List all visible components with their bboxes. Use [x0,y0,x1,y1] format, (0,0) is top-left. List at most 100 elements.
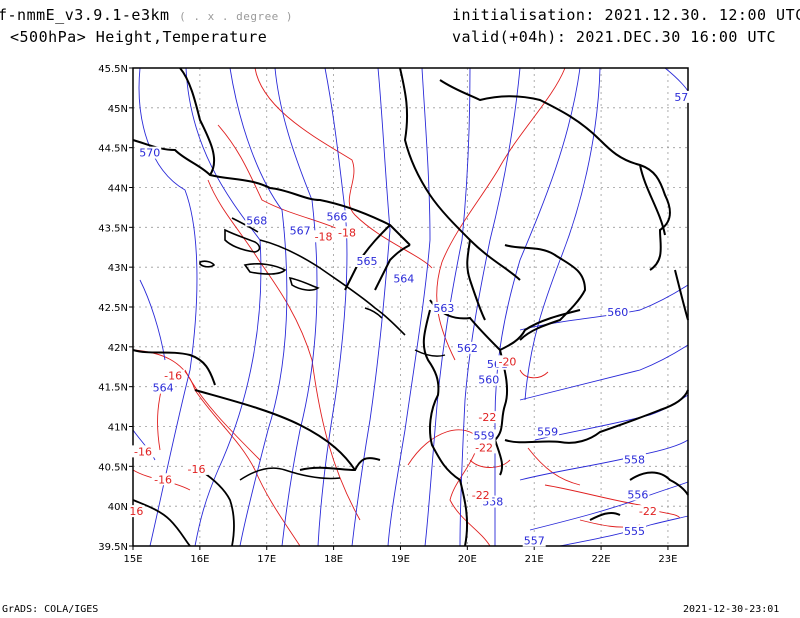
height-contour-label-bg [673,90,690,103]
units-note: ( . x . degree ) [179,10,294,23]
valid-label: valid(+04h): [452,28,567,46]
product-title: <500hPa> Height,Temperature [10,28,268,46]
x-tick-label: 17E [257,554,276,565]
y-tick-label: 43.5N [98,223,128,234]
height-contour-label-bg [151,381,175,394]
model-title: f-nmmE_v3.9.1-e3km ( . x . degree ) [0,6,293,24]
height-contour-label-bg [623,525,647,538]
axis-ticks: 15E 16E 17E 18E 19E 20E 21E 22E 23E 45.5N 45N 44.5N… [98,64,677,565]
x-tick-label: 20E [458,554,477,565]
height-contour-label: 556 [627,488,648,501]
temperature-contour-label-bg [335,226,359,239]
y-tick-label: 43N [108,263,128,274]
height-contour-label-bg [472,429,496,442]
x-tick-label: 16E [190,554,209,565]
temperature-contour-label: -16 [188,463,206,476]
height-contour-label-bg [536,425,560,438]
y-tick-label: 44.5N [98,144,128,155]
init-value: 2021.12.30. 12:00 UTC [604,6,800,24]
temperature-contour-label-bg [312,230,336,243]
temperature-contour-label: -16 [134,445,152,458]
temperature-contour-label-bg [495,355,519,368]
height-contour-label-bg [355,254,379,267]
height-contour-label: 558 [624,453,645,466]
temperature-contour-label: -18 [338,226,356,239]
temperature-contour-label: -22 [639,505,657,518]
height-contour-label: 557 [524,535,545,548]
model-name: f-nmmE_v3.9.1-e3km [0,6,170,24]
x-tick-label: 19E [391,554,410,565]
temperature-contour-label-bg [636,505,660,518]
height-contour-label-bg [245,214,269,227]
height-contour-label-bg [606,305,630,318]
temperature-contour-label-bg [131,445,155,458]
x-tick-label: 23E [658,554,677,565]
height-contour-label-bg [325,210,349,223]
height-contour-label: 564 [393,273,414,286]
temperature-contour-label: -16 [154,473,172,486]
height-contour-label-bg [138,146,162,159]
height-contour-label: 560 [478,374,499,387]
temperature-contour-label: -22 [478,411,496,424]
contour-labels: 5705685675665655645635625615605605595595… [128,90,690,548]
height-contour-label: 566 [326,210,347,223]
height-contour-label-bg [477,373,501,386]
height-contour-label-bg [432,301,456,314]
y-tick-label: 44N [108,184,128,195]
valid-line: valid(+04h): 2021.DEC.30 16:00 UTC [452,28,776,46]
x-tick-label: 22E [592,554,611,565]
temperature-contour-label-bg [161,369,185,382]
y-tick-label: 40.5N [98,462,128,473]
temperature-contour-label: -18 [315,230,333,243]
temperature-contour-label-bg [185,462,209,475]
temperature-contour-label: -20 [498,355,516,368]
height-contour-label: 564 [153,382,174,395]
height-contour-label: 568 [246,214,267,227]
temperature-contour-label: -22 [472,489,490,502]
y-tick-label: 41N [108,423,128,434]
height-contour-label-bg [288,224,312,237]
height-contour-label: 567 [290,225,311,238]
y-tick-label: 45.5N [98,64,128,75]
height-contour-label: 563 [433,302,454,315]
temperature-contour-label-bg [151,473,175,486]
height-contour-label-bg [522,534,546,547]
y-tick-label: 45N [108,104,128,115]
temperature-contour-label-bg [475,411,499,424]
temperature-contour-label-bg [472,441,496,454]
timestamp-text: 2021-12-30-23:01 [683,604,780,615]
height-contour-label: 565 [357,255,378,268]
credit-text: GrADS: COLA/IGES [2,604,99,615]
y-tick-label: 42.5N [98,303,128,314]
x-tick-label: 21E [525,554,544,565]
height-contour-label-bg [392,272,416,285]
height-contour-label: 559 [474,429,495,442]
height-contour-label: 562 [457,342,478,355]
initialisation-line: initialisation: 2021.12.30. 12:00 UTC [452,6,800,24]
height-contour-label-bg [626,488,650,501]
height-contour-label: 570 [139,147,160,160]
init-label: initialisation: [452,6,595,24]
temperature-contour-label-bg [469,489,493,502]
height-contour-label-bg [455,341,479,354]
y-tick-label: 41.5N [98,383,128,394]
height-contour-label: 555 [624,525,645,538]
valid-value: 2021.DEC.30 16:00 UTC [575,28,777,46]
temperature-contour-label: -16 [164,370,182,383]
temperature-contour-label: 16 [129,505,143,518]
y-tick-label: 40N [108,502,128,513]
height-contour-label: 559 [537,425,558,438]
height-contour-label-bg [623,453,647,466]
x-tick-label: 18E [324,554,343,565]
height-contour-label: 57 [674,91,688,104]
temperature-contours [132,67,681,547]
lat-lon-grid [133,68,688,546]
y-tick-label: 39.5N [98,542,128,553]
height-contour-label: 560 [607,306,628,319]
temperature-contour-label: -22 [475,441,493,454]
x-tick-label: 15E [123,554,142,565]
y-tick-label: 42N [108,343,128,354]
borders-coastlines [132,67,689,547]
temperature-contour-label-bg [128,505,145,518]
